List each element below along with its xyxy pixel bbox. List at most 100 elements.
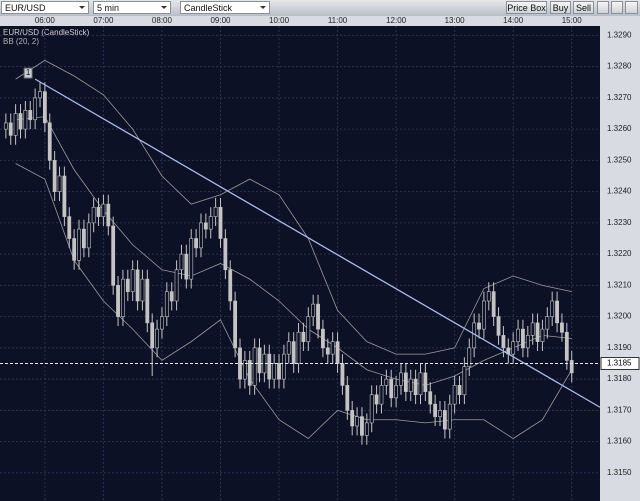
candle-body [428, 391, 433, 405]
x-tick-label: 11:00 [328, 16, 348, 25]
sell-button[interactable]: Sell [573, 1, 594, 14]
candle-body [423, 372, 428, 392]
candle-body [169, 291, 174, 302]
candle-body [33, 97, 38, 121]
candle-body [535, 322, 540, 342]
candle-body [233, 300, 238, 349]
candle-body [540, 328, 545, 342]
candle-body [550, 300, 555, 317]
candle-body [3, 122, 8, 130]
candle-body [116, 285, 120, 317]
chart-type-select[interactable]: CandleStick [180, 1, 270, 14]
chart-title: EUR/USD (CandleStick) [3, 28, 90, 37]
candle-body [57, 175, 62, 192]
candle-body [438, 410, 442, 417]
candle-body [442, 410, 447, 430]
candle-body [96, 206, 101, 217]
x-tick-label: 06:00 [35, 16, 56, 25]
candle-body [150, 322, 155, 349]
candle-body [213, 206, 218, 217]
y-tick-label: 1.3240 [607, 187, 632, 196]
candle-body [174, 269, 179, 302]
candle-body [218, 206, 223, 239]
symbol-select[interactable]: EUR/USD [1, 1, 89, 14]
candle-body [47, 122, 52, 161]
candle-body [389, 378, 394, 399]
candle-body [521, 328, 525, 349]
x-tick-label: 15:00 [562, 16, 583, 25]
x-tick-label: 13:00 [445, 16, 466, 25]
tool-button[interactable] [611, 1, 623, 14]
candle-body [164, 291, 169, 317]
candle-body [301, 331, 306, 342]
y-tick-label: 1.3170 [607, 405, 632, 414]
time-axis [0, 16, 600, 26]
candle-body [433, 403, 438, 417]
candle-body [67, 216, 72, 239]
x-tick-label: 09:00 [210, 16, 231, 25]
candle-body [403, 372, 408, 392]
candle-body [125, 278, 130, 292]
y-tick-label: 1.3150 [607, 468, 632, 477]
candle-body [477, 322, 481, 330]
candle-body [160, 316, 164, 330]
y-tick-label: 1.3200 [607, 312, 632, 321]
candle-body [325, 347, 330, 355]
candle-body [179, 253, 184, 271]
x-tick-label: 12:00 [386, 16, 407, 25]
candle-body [408, 378, 413, 392]
trendline-tag [23, 67, 33, 79]
candle-body [360, 416, 364, 436]
candle-body [189, 238, 194, 280]
interval-select[interactable]: 5 min [93, 1, 171, 14]
candle-body [447, 403, 452, 430]
candle-body [516, 328, 520, 342]
candle-body [321, 328, 325, 349]
candle-body [203, 222, 208, 230]
candle-body [18, 113, 23, 130]
candle-body [364, 422, 369, 436]
candle-body [86, 222, 91, 249]
candle-body [252, 347, 257, 386]
candle-body [77, 228, 81, 261]
candle-body [228, 269, 233, 302]
candle-body [379, 385, 384, 405]
candle-body [194, 238, 198, 249]
y-tick-label: 1.3220 [607, 249, 632, 258]
candle-body [486, 291, 491, 302]
candle-body [277, 363, 281, 380]
candle-body [184, 253, 189, 280]
candle-body [306, 316, 311, 342]
y-tick-label: 1.3250 [607, 155, 632, 164]
y-tick-label: 1.3230 [607, 218, 632, 227]
candle-body [467, 347, 472, 367]
candle-body [335, 341, 340, 364]
candle-body [145, 278, 150, 324]
y-tick-label: 1.3280 [607, 62, 632, 71]
candle-body [13, 113, 18, 136]
candle-body [282, 353, 286, 380]
candle-body [62, 175, 67, 217]
candle-body [247, 360, 252, 386]
toolbar: EUR/USD 5 min CandleStick Price Box Buy … [0, 0, 640, 16]
candle-body [267, 353, 272, 380]
buy-button[interactable]: Buy [550, 1, 571, 14]
candle-body [330, 341, 335, 355]
candle-body [496, 316, 501, 336]
candle-body [482, 300, 486, 330]
candle-body [155, 328, 159, 349]
price-box-button[interactable]: Price Box [506, 1, 547, 14]
tool-button[interactable] [625, 1, 638, 14]
candle-body [564, 331, 569, 361]
tool-button[interactable] [597, 1, 609, 14]
candle-body [530, 322, 535, 336]
candle-body [140, 278, 145, 302]
price-label: 1.3185 [607, 359, 632, 368]
x-tick-label: 10:00 [269, 16, 290, 25]
candle-body [23, 110, 28, 130]
candle-body [418, 372, 423, 396]
candle-body [286, 341, 291, 355]
candle-body [101, 203, 106, 217]
candle-body [242, 360, 247, 380]
